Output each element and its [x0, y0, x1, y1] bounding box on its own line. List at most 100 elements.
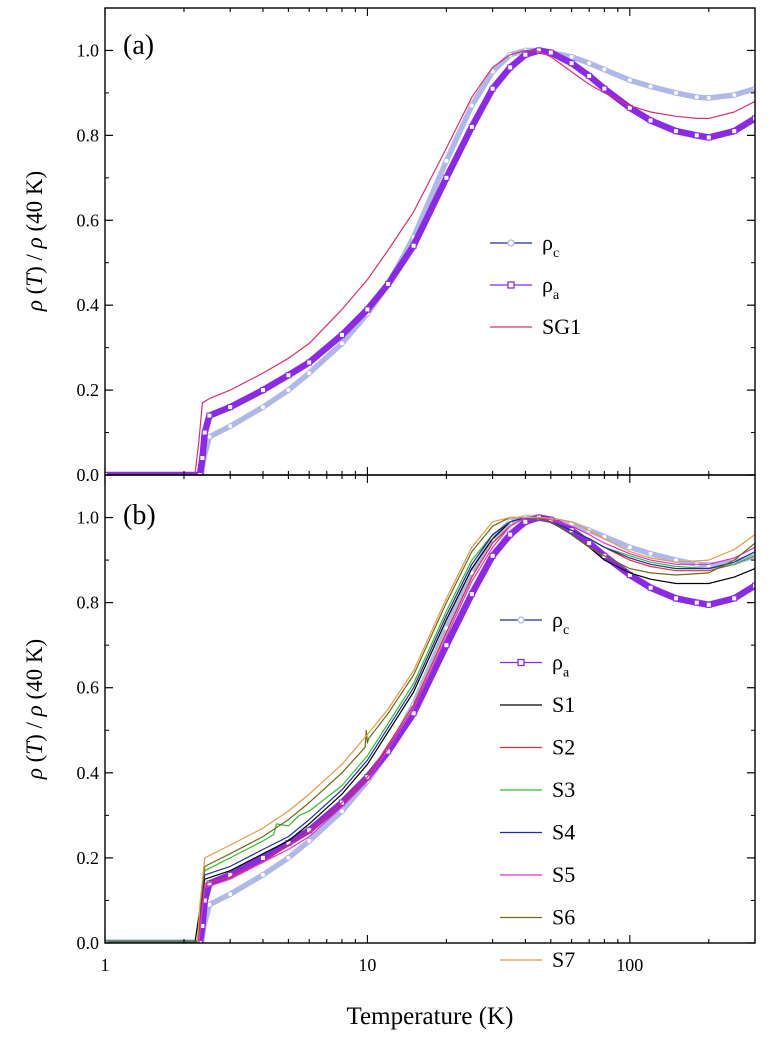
legend-label: S1	[552, 692, 575, 717]
data-point-ρa	[259, 854, 266, 861]
legend-item-ρa: ρa	[490, 272, 560, 303]
data-point-ρa	[410, 242, 417, 249]
data-point-ρa	[196, 472, 203, 475]
data-point-ρc	[338, 340, 345, 347]
legend-item-s4: S4	[500, 820, 575, 845]
plot-area-a	[105, 47, 755, 475]
data-point-ρc	[338, 808, 345, 815]
data-point-ρa	[693, 132, 700, 139]
data-point-ρc	[626, 77, 633, 84]
data-point-ρa	[364, 306, 371, 313]
legend-label: SG1	[542, 314, 581, 339]
data-point-ρc	[586, 60, 593, 67]
legend-b: ρc ρa S1 S2 S3 S4 S5 S6 S7	[500, 607, 575, 972]
data-point-ρc	[731, 92, 738, 99]
y-tick-label-a: 0.6	[77, 210, 100, 230]
data-point-ρa	[338, 331, 345, 338]
series-line-sg1	[105, 49, 755, 475]
data-point-ρc	[259, 404, 266, 411]
legend-label: S6	[552, 905, 575, 930]
legend-item-sg1: SG1	[490, 314, 581, 339]
panel-b: 0.0 0.2 0.4 0.6 0.8 1.0 1 10 100 (b) ρ (T) / ρ (…	[22, 474, 756, 1030]
data-point-ρa	[196, 940, 203, 943]
series-s4-b	[105, 516, 755, 943]
legend-item-s7: S7	[500, 947, 575, 972]
series-line-s2	[105, 516, 755, 943]
series-line-s6	[105, 516, 755, 943]
data-point-ρa	[522, 518, 529, 525]
panel-label-b: (b)	[123, 500, 156, 531]
y-tick-label-a: 0.8	[77, 125, 100, 145]
series-line-ρc	[105, 47, 755, 475]
panel-a: 0.00.20.40.60.81.0 (a) ρ (T) / ρ (40 K) …	[22, 7, 756, 485]
y-axis-label-b: ρ (T) / ρ (40 K)	[22, 639, 47, 780]
series-sg1-a	[105, 49, 755, 475]
data-point-ρa	[385, 280, 392, 287]
y-tick-label-b: 0.4	[77, 763, 100, 783]
data-point-ρa	[673, 595, 680, 602]
legend-label: S2	[552, 735, 575, 760]
series-s7-b	[105, 516, 755, 943]
data-point-ρa	[227, 404, 234, 411]
data-point-ρa	[105, 940, 108, 943]
data-point-ρc	[705, 95, 712, 102]
data-point-ρc	[285, 854, 292, 861]
series-ρa-b	[105, 514, 755, 943]
data-point-ρc	[259, 871, 266, 878]
legend-swatch-marker	[507, 281, 515, 289]
data-point-ρa	[507, 531, 514, 538]
data-point-ρa	[489, 552, 496, 559]
series-line-s4	[105, 516, 755, 943]
data-point-ρc	[647, 83, 654, 90]
data-point-ρa	[693, 599, 700, 606]
data-point-ρa	[468, 591, 475, 598]
data-point-ρc	[227, 891, 234, 898]
plot-area-b	[105, 514, 755, 943]
data-point-ρa	[199, 455, 206, 462]
y-tick-label-a: 0.0	[77, 465, 100, 485]
y-tick-label-b: 0.6	[77, 678, 100, 698]
data-point-ρc	[647, 550, 654, 557]
legend-item-ρa: ρa	[500, 650, 570, 681]
data-point-ρa	[705, 601, 712, 608]
data-point-ρc	[673, 89, 680, 96]
series-ρa-a	[105, 47, 755, 475]
y-tick-label-a: 0.2	[77, 380, 100, 400]
x-tick-label: 1	[101, 955, 110, 975]
data-point-ρa	[647, 584, 654, 591]
series-line-ρa	[105, 514, 755, 943]
series-s1-b	[105, 516, 755, 943]
axis-ticks-b: 0.0 0.2 0.4 0.6 0.8 1.0 1 10 100	[77, 474, 756, 975]
legend-label: ρa	[552, 650, 570, 681]
x-tick-label: 10	[358, 955, 376, 975]
data-point-ρa	[673, 128, 680, 135]
legend-label: ρc	[552, 607, 569, 638]
series-s6-b	[105, 516, 755, 943]
data-point-ρa	[443, 642, 450, 649]
series-line-s5	[105, 516, 755, 943]
data-point-ρc	[693, 94, 700, 101]
legend-swatch-marker	[517, 658, 525, 667]
legend-label: S4	[552, 820, 575, 845]
series-s5-b	[105, 516, 755, 943]
data-point-ρa	[568, 60, 575, 67]
y-tick-label-b: 0.8	[77, 593, 100, 613]
data-point-ρc	[443, 157, 450, 164]
panel-label-a: (a)	[123, 30, 154, 61]
legend-label: S5	[552, 862, 575, 887]
legend-item-ρc: ρc	[490, 230, 559, 261]
data-point-ρa	[468, 123, 475, 130]
y-tick-label-b: 0.0	[77, 933, 100, 953]
series-line-s7	[105, 516, 755, 943]
data-point-ρa	[705, 134, 712, 141]
data-point-ρa	[647, 117, 654, 124]
data-point-ρc	[227, 423, 234, 430]
y-tick-label-a: 0.4	[77, 295, 100, 315]
data-point-ρa	[259, 387, 266, 394]
legend-item-s2: S2	[500, 735, 575, 760]
series-line-ρa	[105, 47, 755, 475]
data-point-ρa	[489, 85, 496, 92]
data-point-ρa	[535, 47, 542, 54]
data-point-ρa	[586, 72, 593, 79]
